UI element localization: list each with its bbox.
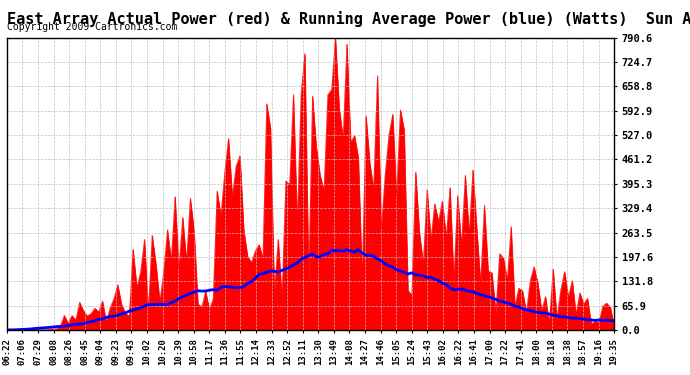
Text: East Array Actual Power (red) & Running Average Power (blue) (Watts)  Sun Apr 26: East Array Actual Power (red) & Running … <box>7 11 690 27</box>
Text: Copyright 2009 Cartronics.com: Copyright 2009 Cartronics.com <box>7 22 177 32</box>
